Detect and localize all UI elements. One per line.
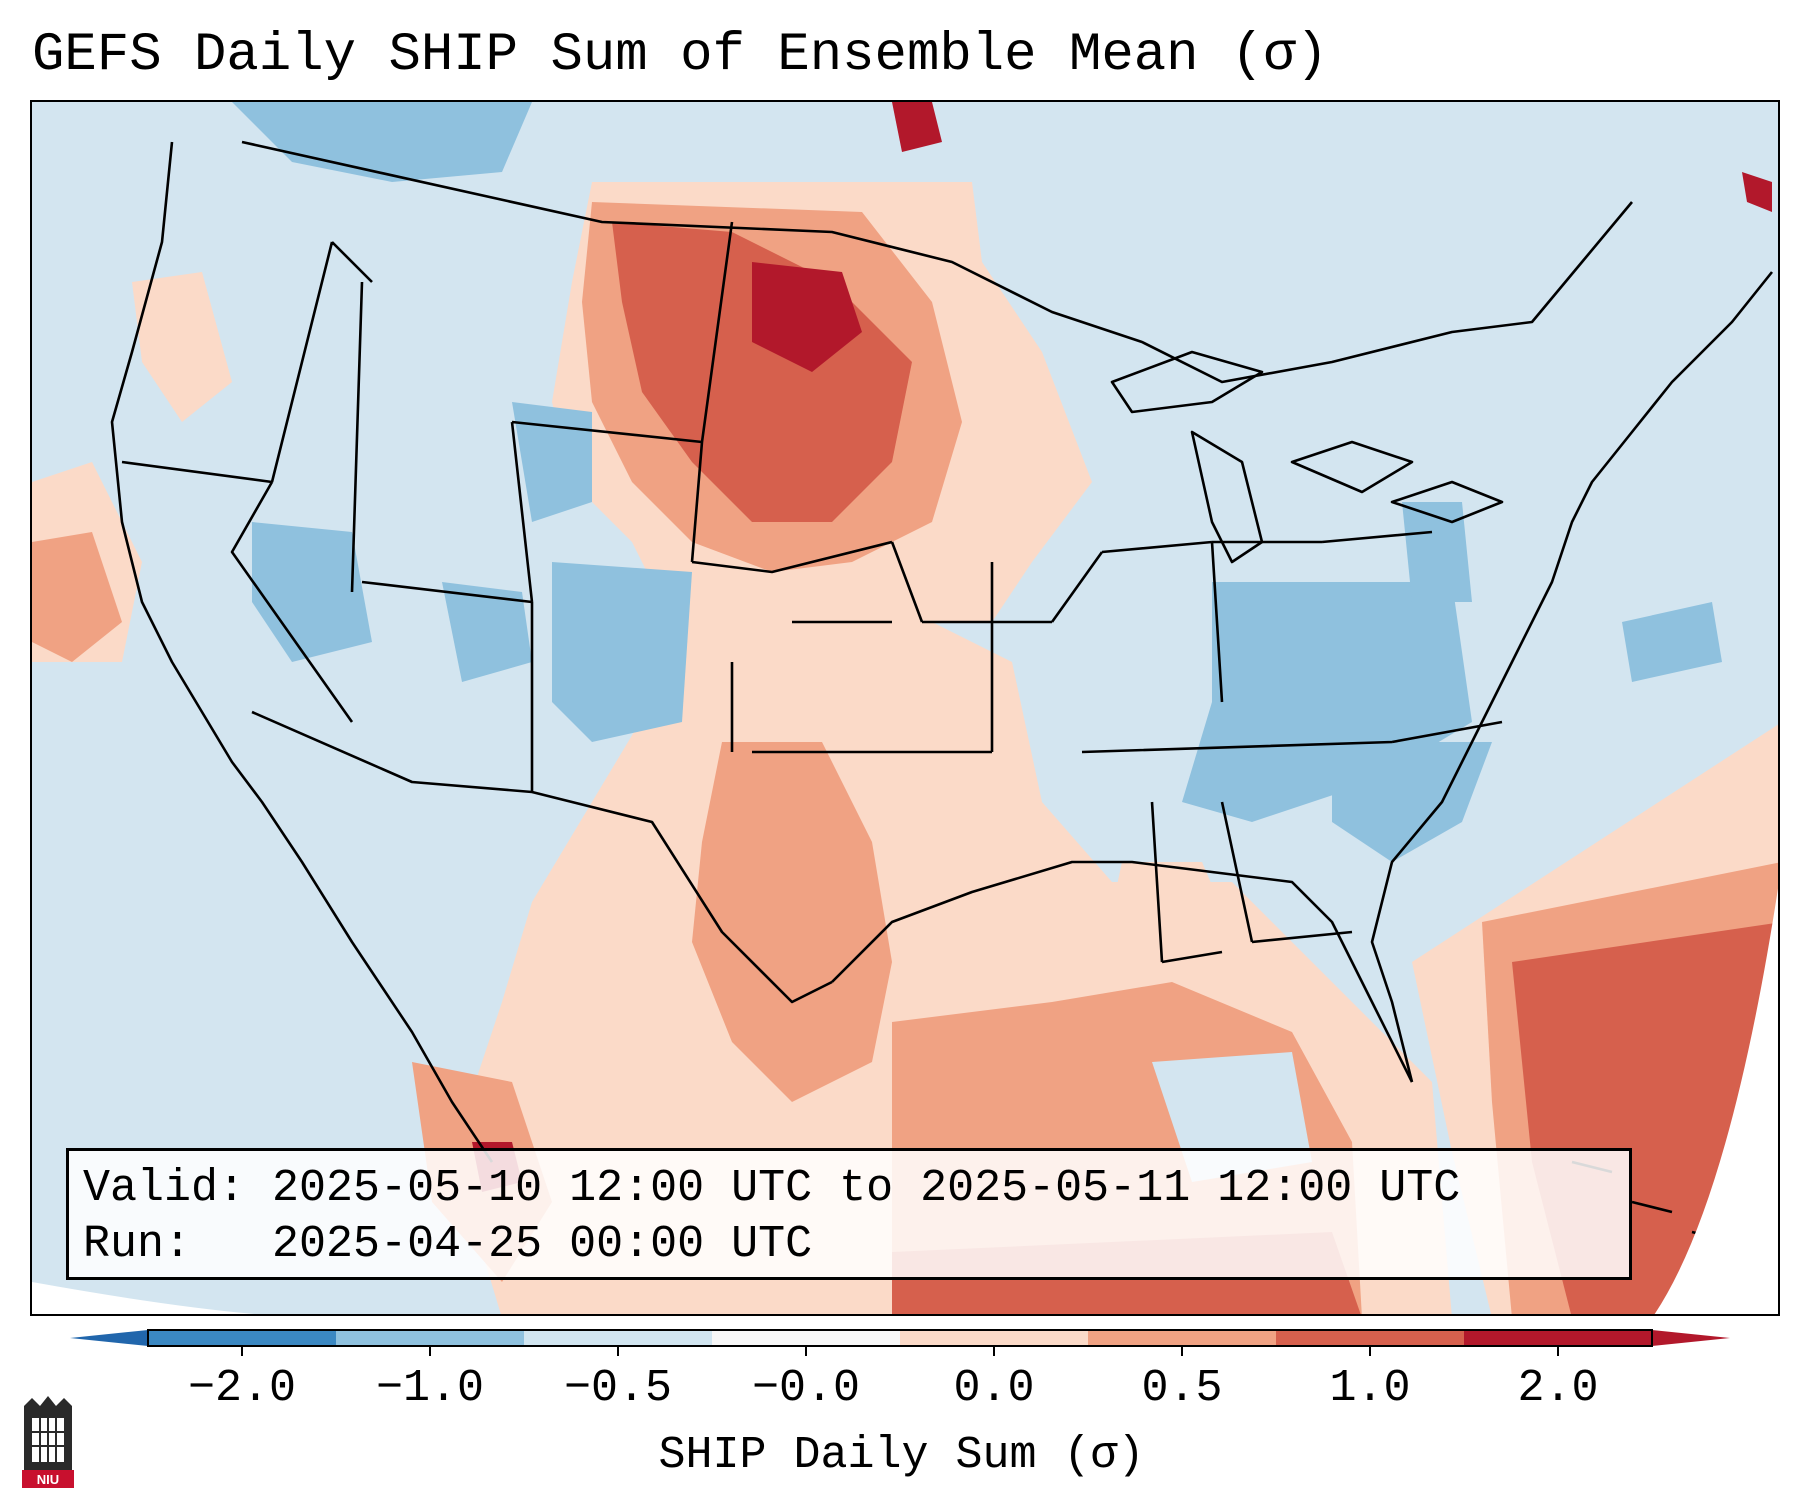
gulf-coastline	[831, 860, 1414, 1083]
colorbar-tick-label: −2.0	[187, 1363, 297, 1414]
valid-label: Valid:	[83, 1163, 246, 1214]
wyoming-negative	[512, 402, 592, 522]
pacific-nw-negative	[232, 102, 532, 182]
map-panel	[30, 100, 1780, 1316]
colorbar-bin	[900, 1330, 1089, 1346]
valid-run-info-box: Valid: 2025-05-10 12:00 UTC to 2025-05-1…	[66, 1148, 1632, 1280]
colorbar	[70, 1329, 1730, 1356]
colorbar-bin	[148, 1330, 337, 1346]
colorbar-tick-label: 0.5	[1141, 1363, 1223, 1414]
colorbar-tick-label: 2.0	[1517, 1363, 1599, 1414]
boundaries	[110, 140, 1778, 1273]
colorbar-bin	[1088, 1330, 1277, 1346]
colorbar-tick-label: 0.0	[953, 1363, 1035, 1414]
colorbar-bins	[148, 1330, 1653, 1346]
ship-field-map	[32, 102, 1778, 1314]
us-mexico-border	[251, 710, 833, 1004]
niu-logo: NIU	[22, 1396, 74, 1488]
canada-max-positive	[892, 102, 942, 152]
colorbar-bin	[1464, 1330, 1653, 1346]
niu-logo-text: NIU	[37, 1472, 59, 1487]
colorbar-bin	[712, 1330, 901, 1346]
utah-negative	[442, 582, 532, 682]
niu-logo-banner	[22, 1470, 74, 1488]
colorbar-bin	[336, 1330, 525, 1346]
run-time: 2025-04-25 00:00 UTC	[272, 1219, 813, 1270]
colorbar-label: SHIP Daily Sum (σ)	[658, 1430, 1145, 1481]
north-carolina-negative	[1332, 742, 1492, 862]
colorbar-tick-label: −0.0	[751, 1363, 861, 1414]
colorbar-bin	[1276, 1330, 1465, 1346]
colorbar-extend-low	[70, 1330, 148, 1346]
map-title: GEFS Daily SHIP Sum of Ensemble Mean (σ)	[32, 25, 1329, 86]
colorbar-bin	[524, 1330, 713, 1346]
colorbar-tick-label: −1.0	[375, 1363, 485, 1414]
niu-logo-grid	[32, 1418, 64, 1462]
colorbar-extend-high	[1652, 1330, 1730, 1346]
us-canada-border	[241, 140, 1633, 384]
pennsylvania-negative	[1402, 502, 1472, 602]
state-lines	[121, 221, 1503, 964]
newfoundland-max-positive	[1742, 172, 1772, 212]
great-lakes	[1110, 350, 1504, 564]
pacific-coastline	[110, 141, 494, 1163]
north-dakota-max-positive	[752, 262, 862, 372]
pacific-moderate-positive	[32, 532, 122, 662]
colorbar-tick-label: 1.0	[1329, 1363, 1411, 1414]
negative-anomaly-regions	[232, 102, 1722, 1182]
colorado-negative	[552, 562, 692, 742]
atlantic-coastline	[1370, 271, 1774, 1083]
colorbar-outline	[147, 1329, 1653, 1347]
atlantic-offshore-negative	[1622, 602, 1722, 682]
texas-moderate-positive	[692, 742, 892, 1102]
run-label: Run:	[83, 1219, 192, 1270]
nevada-negative	[252, 522, 372, 662]
valid-range: 2025-05-10 12:00 UTC to 2025-05-11 12:00…	[272, 1163, 1461, 1214]
colorbar-tick-label: −0.5	[563, 1363, 673, 1414]
pacific-nw-positive	[132, 272, 232, 422]
